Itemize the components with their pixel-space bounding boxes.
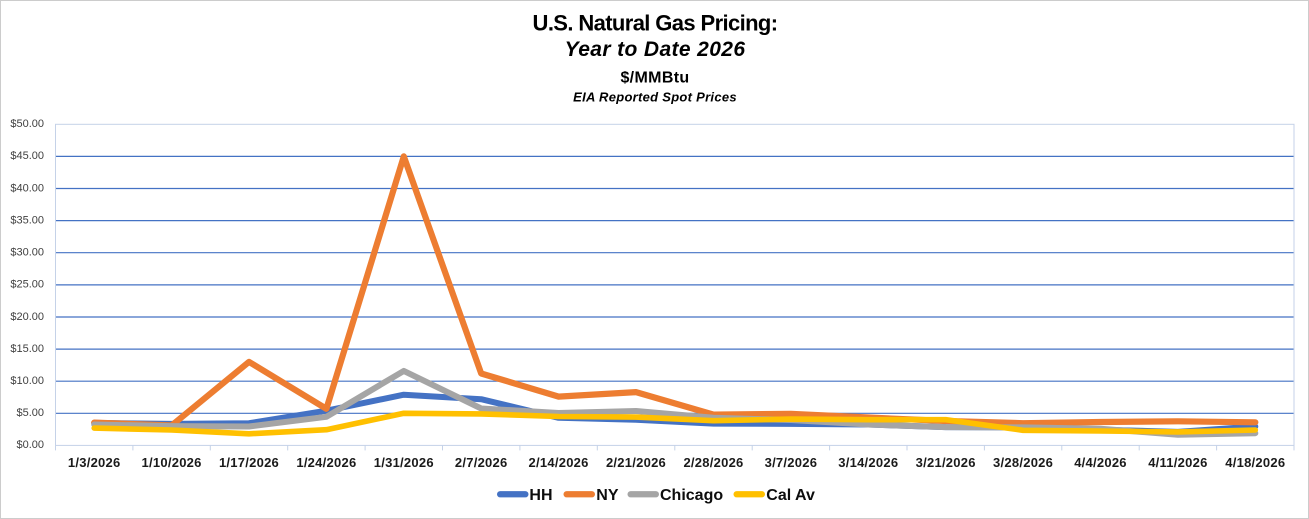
svg-text:NY: NY [596,487,619,504]
svg-text:Cal Av: Cal Av [766,487,815,504]
svg-text:$35.00: $35.00 [10,214,44,226]
svg-text:1/3/2026: 1/3/2026 [68,455,121,470]
svg-text:4/4/2026: 4/4/2026 [1074,455,1127,470]
svg-text:2/7/2026: 2/7/2026 [455,455,508,470]
svg-text:4/18/2026: 4/18/2026 [1225,455,1285,470]
svg-text:Chicago: Chicago [660,487,723,504]
svg-text:1/17/2026: 1/17/2026 [219,455,279,470]
svg-text:$15.00: $15.00 [10,343,44,355]
svg-text:3/28/2026: 3/28/2026 [993,455,1053,470]
svg-text:$5.00: $5.00 [16,407,44,419]
svg-text:3/7/2026: 3/7/2026 [765,455,818,470]
svg-text:1/31/2026: 1/31/2026 [374,455,434,470]
svg-text:$10.00: $10.00 [10,375,44,387]
svg-text:$/MMBtu: $/MMBtu [620,70,689,87]
svg-text:Year to Date 2026: Year to Date 2026 [565,38,746,61]
svg-text:3/21/2026: 3/21/2026 [916,455,976,470]
svg-text:$45.00: $45.00 [10,150,44,162]
svg-text:$25.00: $25.00 [10,279,44,291]
svg-text:1/10/2026: 1/10/2026 [142,455,202,470]
svg-text:$30.00: $30.00 [10,247,44,259]
svg-text:2/28/2026: 2/28/2026 [683,455,743,470]
svg-text:EIA Reported Spot Prices: EIA Reported Spot Prices [573,89,737,104]
svg-text:$20.00: $20.00 [10,311,44,323]
svg-text:4/11/2026: 4/11/2026 [1148,455,1207,470]
svg-text:2/21/2026: 2/21/2026 [606,455,666,470]
svg-text:$0.00: $0.00 [16,439,44,451]
svg-text:2/14/2026: 2/14/2026 [529,455,589,470]
svg-text:1/24/2026: 1/24/2026 [296,455,356,470]
svg-text:U.S. Natural Gas Pricing:: U.S. Natural Gas Pricing: [533,10,778,35]
svg-text:HH: HH [529,487,552,504]
svg-text:$50.00: $50.00 [10,118,44,130]
svg-text:3/14/2026: 3/14/2026 [838,455,898,470]
svg-text:$40.00: $40.00 [10,182,44,194]
